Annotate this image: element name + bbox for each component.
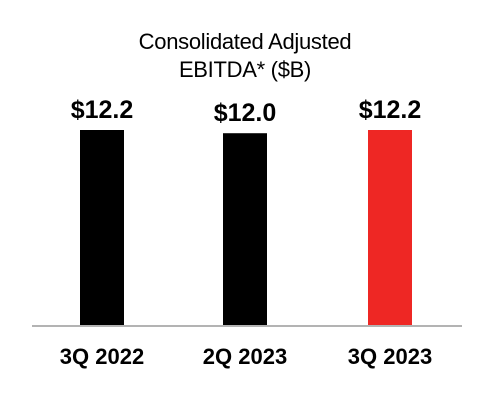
bars-group bbox=[80, 130, 412, 326]
x-tick-label-3q-2022: 3Q 2022 bbox=[60, 344, 144, 369]
bar-3q-2023 bbox=[368, 130, 412, 326]
x-tick-label-2q-2023: 2Q 2023 bbox=[203, 344, 287, 369]
data-label-2q-2023: $12.0 bbox=[214, 99, 277, 127]
bar-2q-2023 bbox=[223, 133, 267, 326]
chart-title-line-2: EBITDA* ($B) bbox=[178, 57, 312, 82]
x-tick-label-3q-2023: 3Q 2023 bbox=[348, 344, 432, 369]
chart-title-line-1: Consolidated Adjusted bbox=[138, 29, 352, 54]
data-label-3q-2023: $12.2 bbox=[359, 96, 422, 124]
category-labels-group: 3Q 2022 2Q 2023 3Q 2023 bbox=[60, 344, 432, 369]
chart-title: Consolidated Adjusted EBITDA* ($B) bbox=[0, 28, 490, 84]
data-label-3q-2022: $12.2 bbox=[71, 96, 134, 124]
value-labels-group: $12.2 $12.0 $12.2 bbox=[71, 96, 422, 127]
bar-3q-2022 bbox=[80, 130, 124, 326]
